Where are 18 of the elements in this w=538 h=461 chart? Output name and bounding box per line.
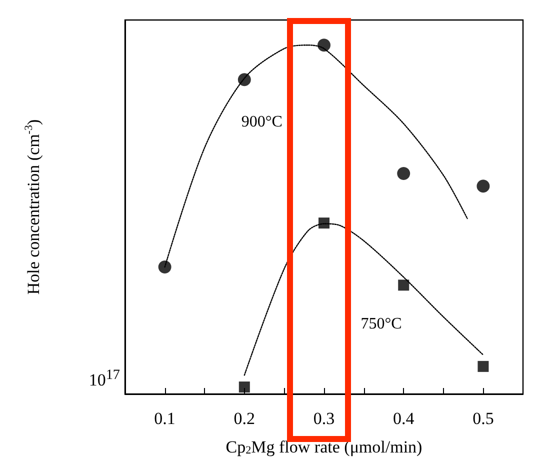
x-tick-label: 0.5 bbox=[472, 409, 494, 428]
point bbox=[397, 167, 410, 180]
point bbox=[476, 180, 490, 193]
series-label: 900°C bbox=[241, 113, 282, 130]
series-label: 750°C bbox=[360, 316, 402, 333]
point bbox=[398, 280, 410, 291]
x-tick-label: 0.4 bbox=[392, 409, 415, 428]
point bbox=[318, 218, 330, 229]
point bbox=[478, 360, 489, 372]
text: 10$^{17}$ bbox=[88, 366, 120, 392]
point bbox=[158, 260, 172, 274]
x-tick-label: 0.2 bbox=[234, 409, 256, 428]
x-axis-title: Cp2Mg flow rate (μmol/min) bbox=[226, 437, 422, 456]
x-tick-label: 0.3 bbox=[313, 409, 335, 428]
y-axis-title: Hole concentration (cm-3) bbox=[23, 119, 43, 295]
point bbox=[318, 38, 330, 52]
point bbox=[238, 382, 250, 393]
x-tick-label: 0.1 bbox=[154, 409, 176, 428]
